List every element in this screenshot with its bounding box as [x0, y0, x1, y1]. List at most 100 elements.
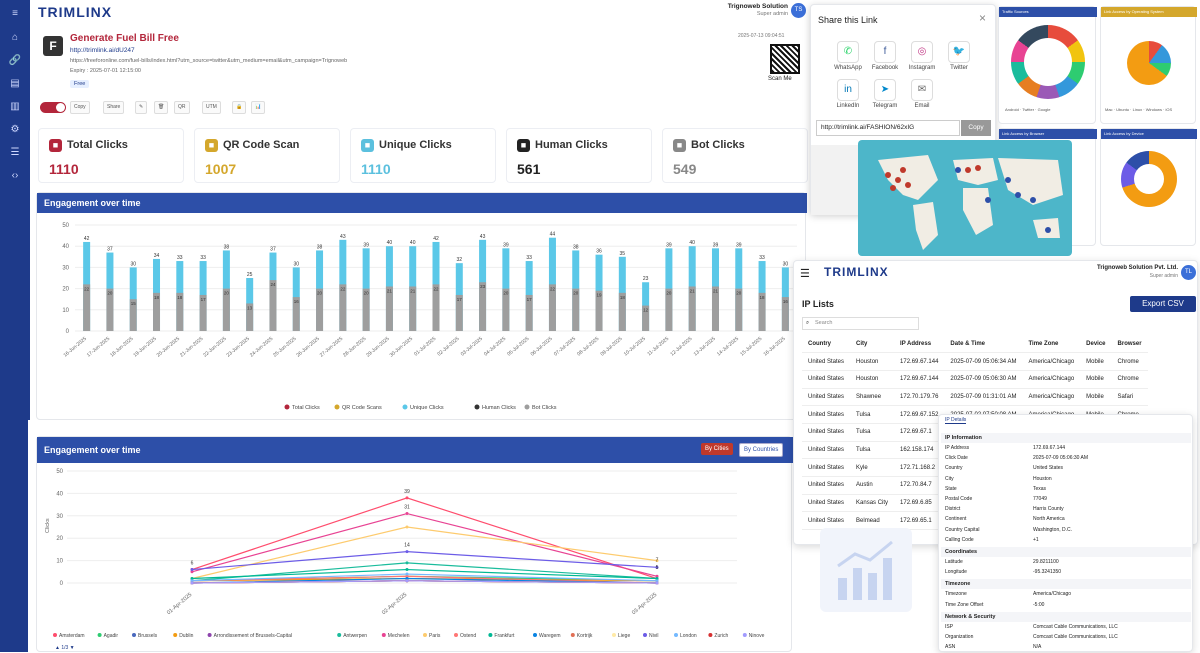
close-icon[interactable]: ×	[979, 11, 987, 25]
bar-bot-clicks	[642, 305, 650, 331]
legend-swatch	[742, 633, 747, 637]
table-row[interactable]: United States Houston 172.69.67.144 2025-07…	[802, 370, 1148, 389]
column-header[interactable]: IP Address	[894, 335, 945, 354]
export-csv-button[interactable]: Export CSV	[1130, 296, 1196, 312]
hamburger-icon[interactable]: ☰	[800, 268, 810, 280]
details-section-title: IP Information	[941, 433, 1191, 443]
list-icon[interactable]: ☰	[10, 147, 20, 158]
table-row[interactable]: United States Houston 172.69.67.144 2025-07…	[802, 352, 1148, 371]
copy-button[interactable]: Copy	[70, 101, 90, 114]
home-icon[interactable]: ⌂	[11, 32, 19, 43]
bar-chart-title: Engagement over time	[37, 193, 807, 213]
share-copy-button[interactable]: Copy	[961, 120, 991, 136]
column-header[interactable]: Device	[1080, 335, 1112, 354]
details-row: Organization Comcast Cable Communications…	[941, 632, 1191, 642]
table-cell: Tulsa	[850, 423, 895, 442]
doc-icon[interactable]: ▤	[10, 78, 20, 89]
long-url[interactable]: https://freeforonline.com/fuel-bills/ind…	[70, 58, 348, 64]
legend-label: Amsterdam	[59, 633, 85, 639]
table-cell[interactable]: 172.69.67.152	[894, 405, 945, 424]
ip-details-tab[interactable]: IP Details	[945, 417, 967, 424]
by-countries-button[interactable]: By Countries	[739, 443, 784, 457]
by-cities-button[interactable]: By Cities	[701, 443, 733, 455]
table-cell[interactable]: 172.71.168.2	[894, 458, 945, 477]
analytics-button[interactable]: 📊	[251, 101, 266, 114]
series-point	[405, 512, 409, 516]
table-cell: Mobile	[1080, 352, 1112, 371]
column-header[interactable]: Time Zone	[1022, 335, 1081, 354]
world-map[interactable]	[858, 140, 1072, 256]
code-icon[interactable]: ‹›	[11, 170, 19, 181]
table-cell[interactable]: 172.70.179.76	[894, 388, 945, 407]
table-cell: United States	[802, 511, 851, 531]
ip-search-input[interactable]: ⌕ Search	[802, 317, 919, 330]
x-tick-label: 10-Jul-2025	[623, 336, 647, 358]
file-icon[interactable]: ▥	[10, 101, 20, 112]
x-tick-label: 03-Jul-2025	[460, 336, 484, 358]
y-tick-label: 10	[62, 308, 69, 314]
whatsapp-icon[interactable]: ✆	[837, 41, 859, 63]
table-cell[interactable]: 172.69.67.144	[894, 352, 945, 371]
legend-swatch	[474, 404, 480, 410]
qr-button[interactable]: QR	[174, 101, 190, 114]
delete-button[interactable]: 🗑	[154, 101, 169, 114]
short-url[interactable]: http://trimlink.ai/dU247	[70, 47, 135, 54]
email-icon[interactable]: ✉	[911, 79, 933, 101]
menu-icon[interactable]: ≡	[12, 8, 18, 19]
ip-avatar[interactable]: TL	[1181, 265, 1196, 280]
share-button[interactable]: Share	[103, 101, 125, 114]
table-cell[interactable]: 162.158.174	[894, 441, 945, 460]
table-cell[interactable]: 172.69.6.85	[894, 494, 945, 513]
stat-label: QR Code Scan	[223, 139, 300, 151]
edit-button[interactable]: ✎	[135, 101, 148, 114]
legend-swatch	[334, 404, 340, 410]
instagram-icon[interactable]: ◎	[911, 41, 933, 63]
details-table: Timezone America/Chicago Time Zone Offset -…	[941, 589, 1191, 609]
qr-code[interactable]	[770, 44, 800, 74]
tag-badge: Free	[70, 80, 90, 88]
column-header[interactable]: Date & Time	[944, 335, 1023, 354]
details-row: State Texas	[941, 484, 1191, 494]
active-toggle[interactable]	[40, 102, 66, 113]
link-icon[interactable]: 🔗	[8, 55, 22, 66]
bar-data-label: 33	[200, 255, 206, 261]
bar-data-label: 24	[270, 282, 276, 287]
column-header[interactable]: Country	[802, 335, 851, 354]
table-cell: United States	[802, 458, 851, 477]
column-header[interactable]: City	[850, 335, 895, 354]
utm-button[interactable]: UTM	[202, 101, 221, 114]
table-cell[interactable]: 172.69.65.1	[894, 511, 945, 531]
bar-data-label: 30	[130, 261, 136, 267]
bar-data-label: 36	[596, 249, 602, 255]
legend-label: Antwerpen	[343, 633, 367, 639]
details-key: Click Date	[945, 455, 968, 462]
legend-label: Nivil	[649, 633, 658, 639]
table-cell[interactable]: 172.69.67.1	[894, 423, 945, 442]
bar-bot-clicks	[618, 292, 626, 331]
share-url-input[interactable]: http://trimlink.ai/FASHION/62xIG	[816, 120, 960, 136]
telegram-icon[interactable]: ➤	[874, 79, 896, 101]
bar-bot-clicks	[83, 284, 91, 331]
table-cell[interactable]: 172.70.84.7	[894, 476, 945, 495]
gear-icon[interactable]: ⚙	[10, 124, 20, 135]
stat-value: 1007	[205, 161, 237, 177]
facebook-icon[interactable]: f	[874, 41, 896, 63]
table-cell[interactable]: 172.69.67.144	[894, 370, 945, 389]
details-row: ASN N/A	[941, 642, 1191, 652]
table-cell: United States	[802, 352, 851, 371]
details-key: Organization	[945, 633, 974, 640]
column-header[interactable]: Browser	[1111, 335, 1148, 354]
twitter-icon[interactable]: 🐦	[948, 41, 970, 63]
legend-swatch	[533, 633, 537, 637]
linkedin-icon[interactable]: in	[837, 79, 859, 101]
x-tick-label: 30-Jun-2025	[389, 336, 415, 359]
details-value: N/A	[1033, 644, 1042, 651]
bar-bot-clicks	[385, 286, 393, 331]
legend-label: Dublin	[179, 633, 193, 639]
lock-button[interactable]: 🔒	[232, 101, 247, 114]
legend-pager: ▲ 1/3 ▼	[55, 645, 75, 651]
table-row[interactable]: United States Shawnee 172.70.179.76 2025-07…	[802, 388, 1148, 407]
ip-list-title: IP Lists	[802, 299, 834, 309]
avatar[interactable]: TS	[791, 3, 806, 18]
details-value: 2025-07-09 05:06:30 AM	[1033, 455, 1089, 462]
